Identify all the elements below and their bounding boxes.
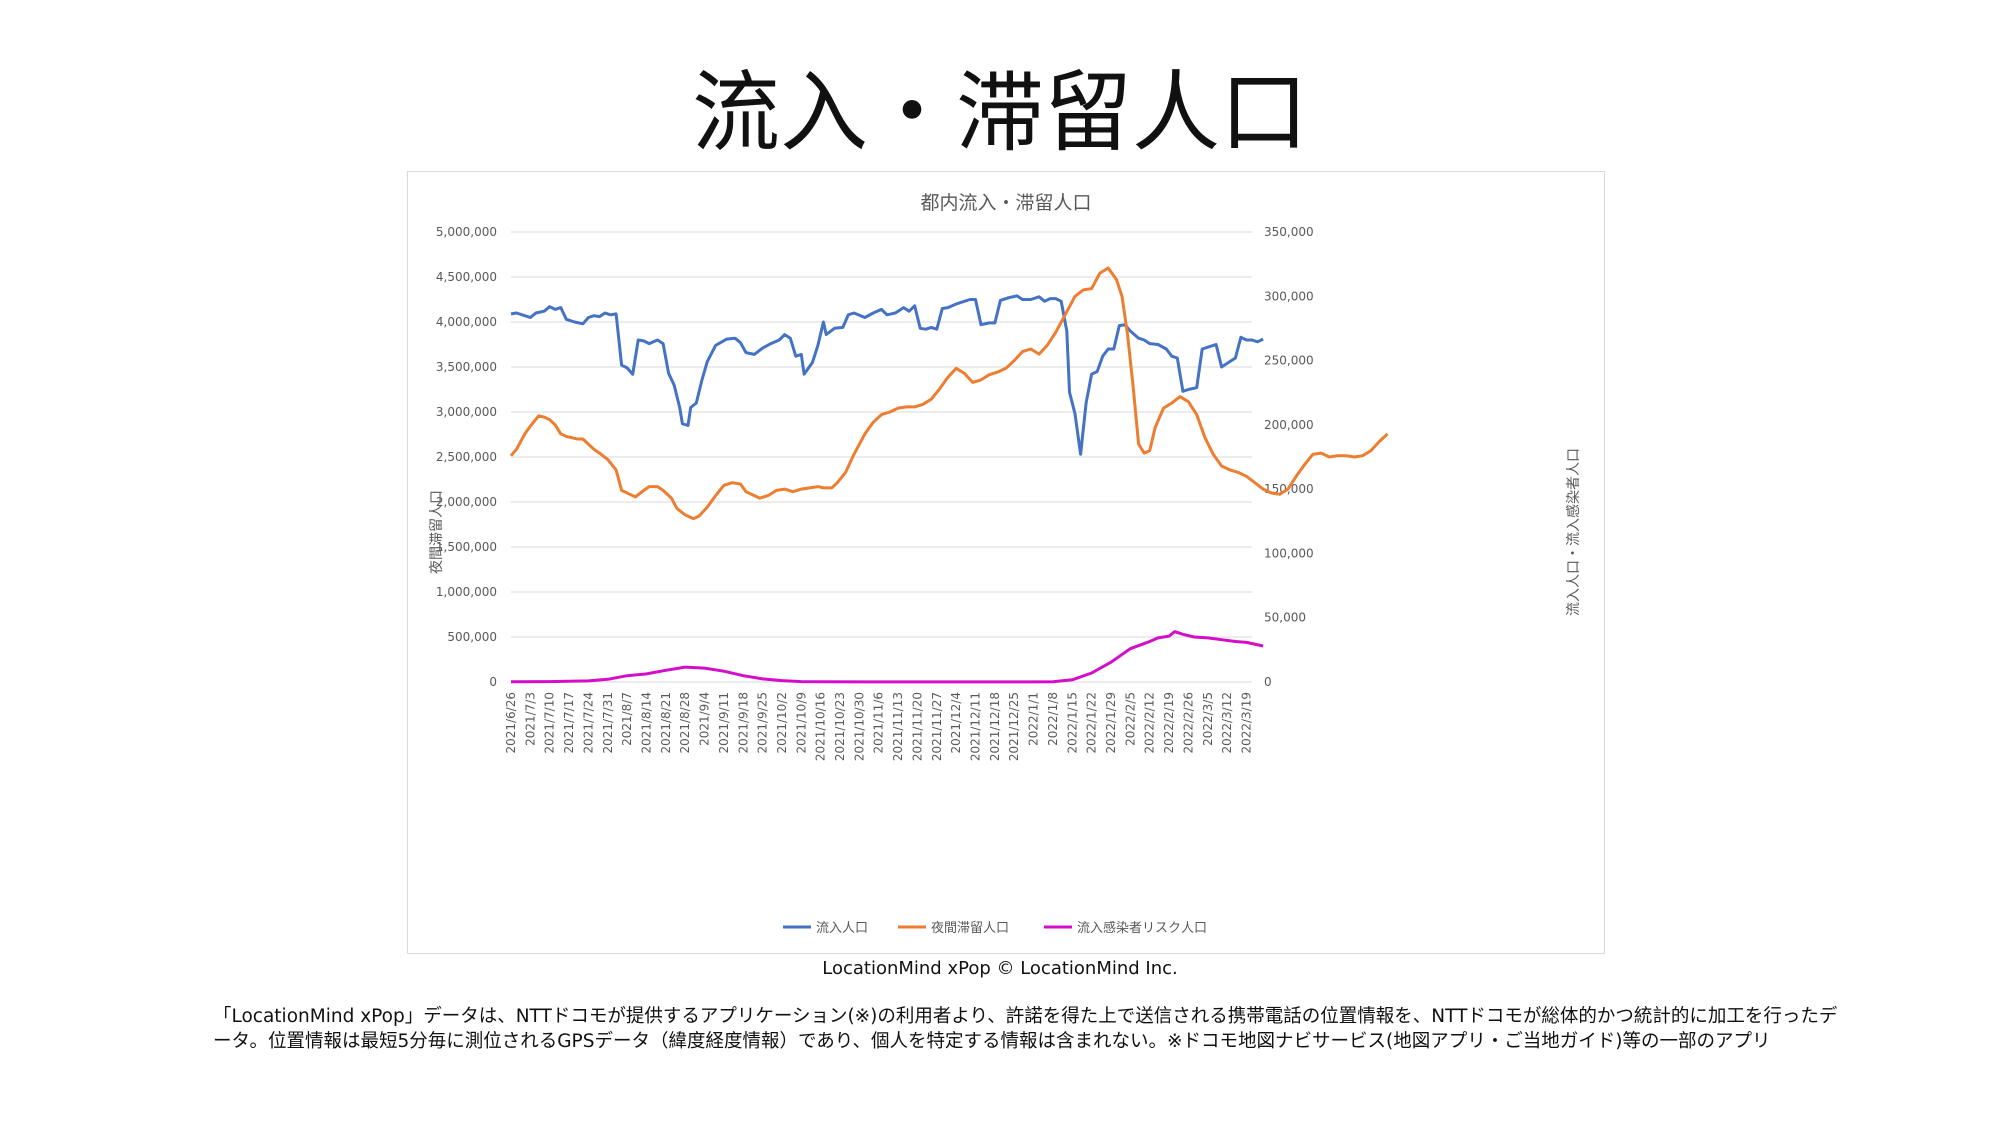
series-line [510, 294, 1264, 456]
x-axis-ticks: 2021/6/26 2021/7/3 2021/7/10 2021/7/17 2021/… [504, 692, 1253, 761]
left-tick-label: 5,000,000 [436, 225, 497, 239]
left-tick-label: 500,000 [447, 630, 497, 644]
gridlines [511, 231, 1252, 683]
x-tick-label: 2021/10/9 [794, 692, 808, 754]
x-tick-label: 2022/2/12 [1143, 692, 1157, 754]
x-tick-label: 2022/1/22 [1085, 692, 1099, 754]
legend-label: 夜間滞留人口 [931, 921, 1009, 936]
x-tick-label: 2022/2/19 [1162, 692, 1176, 754]
x-tick-label: 2021/12/18 [988, 692, 1002, 761]
x-tick-label: 2021/10/30 [852, 692, 866, 761]
x-tick-label: 2021/7/31 [601, 692, 615, 754]
footnote: 「LocationMind xPop」データは、NTTドコモが提供するアプリケー… [213, 1006, 1838, 1052]
right-tick-label: 300,000 [1264, 289, 1314, 303]
x-tick-label: 2021/8/28 [678, 692, 692, 754]
x-tick-label: 2022/2/26 [1181, 692, 1195, 754]
x-tick-label: 2021/10/2 [775, 692, 789, 754]
x-tick-label: 2021/11/13 [891, 692, 905, 761]
x-tick-label: 2021/11/6 [872, 692, 886, 754]
x-tick-label: 2021/7/24 [581, 692, 595, 754]
right-tick-label: 250,000 [1264, 354, 1314, 368]
chart-title: 都内流入・滞留人口 [920, 192, 1091, 214]
x-tick-label: 2021/8/7 [620, 692, 634, 746]
left-axis-title: 夜間滞留人口 [429, 490, 445, 574]
x-tick-label: 2021/12/4 [949, 692, 963, 754]
left-tick-label: 2,000,000 [436, 495, 497, 509]
x-tick-label: 2021/7/17 [562, 692, 576, 754]
legend-label: 流入感染者リスク人口 [1077, 920, 1207, 936]
x-tick-label: 2021/7/10 [543, 692, 557, 754]
right-tick-label: 50,000 [1264, 611, 1306, 625]
left-tick-label: 3,500,000 [436, 360, 497, 374]
x-tick-label: 2022/3/12 [1220, 692, 1234, 754]
legend: 流入人口 夜間滞留人口 流入感染者リスク人口 [783, 920, 1207, 936]
slide-title: 流入・滞留人口 [691, 61, 1308, 164]
left-tick-label: 2,500,000 [436, 450, 497, 464]
x-tick-label: 2021/9/11 [717, 692, 731, 754]
x-tick-label: 2021/7/3 [523, 692, 537, 746]
right-tick-label: 200,000 [1264, 418, 1314, 432]
right-tick-label: 0 [1264, 675, 1272, 689]
x-tick-label: 2021/9/25 [756, 692, 770, 754]
x-tick-label: 2022/1/29 [1104, 692, 1118, 754]
x-tick-label: 2022/3/5 [1201, 692, 1215, 746]
right-axis-title: 流入人口・流入感染者人口 [1565, 448, 1582, 616]
x-tick-label: 2022/1/8 [1046, 692, 1060, 746]
legend-label: 流入人口 [816, 921, 868, 936]
x-tick-label: 2022/1/15 [1065, 692, 1079, 754]
x-tick-label: 2021/9/18 [736, 692, 750, 754]
x-tick-label: 2022/3/19 [1239, 692, 1253, 754]
chart-frame: 都内流入・滞留人口 0 500,000 1,000,000 1,500,000 2,00… [407, 171, 1605, 954]
x-tick-label: 2022/1/1 [1027, 692, 1041, 746]
left-tick-label: 0 [489, 675, 497, 689]
right-axis-ticks: 050,000100,000150,000200,000250,000300,0… [1264, 225, 1314, 689]
left-tick-label: 4,500,000 [436, 270, 497, 284]
x-tick-label: 2022/2/5 [1123, 692, 1137, 746]
left-axis-ticks: 0 500,000 1,000,000 1,500,000 2,000,000 2,500… [436, 225, 497, 689]
x-tick-label: 2021/8/14 [639, 692, 653, 754]
x-tick-label: 2021/12/11 [969, 692, 983, 761]
x-tick-label: 2021/8/21 [659, 692, 673, 754]
right-tick-label: 100,000 [1264, 546, 1314, 560]
x-tick-label: 2021/12/25 [1007, 692, 1021, 761]
left-tick-label: 1,500,000 [436, 540, 497, 554]
credit-line: LocationMind xPop © LocationMind Inc. [822, 958, 1178, 979]
left-tick-label: 1,000,000 [436, 585, 497, 599]
series-lines [509, 266, 1389, 684]
line-chart: 都内流入・滞留人口 0 500,000 1,000,000 1,500,000 2,00… [429, 192, 1582, 936]
series-line [510, 630, 1264, 684]
x-tick-label: 2021/10/23 [833, 692, 847, 761]
x-tick-label: 2021/10/16 [814, 692, 828, 761]
x-tick-label: 2021/6/26 [504, 692, 518, 754]
x-tick-label: 2021/9/4 [698, 692, 712, 746]
left-tick-label: 4,000,000 [436, 315, 497, 329]
left-tick-label: 3,000,000 [436, 405, 497, 419]
x-tick-label: 2021/11/20 [910, 692, 924, 761]
right-tick-label: 350,000 [1264, 225, 1314, 239]
series-line [509, 266, 1389, 521]
x-tick-label: 2021/11/27 [930, 692, 944, 761]
